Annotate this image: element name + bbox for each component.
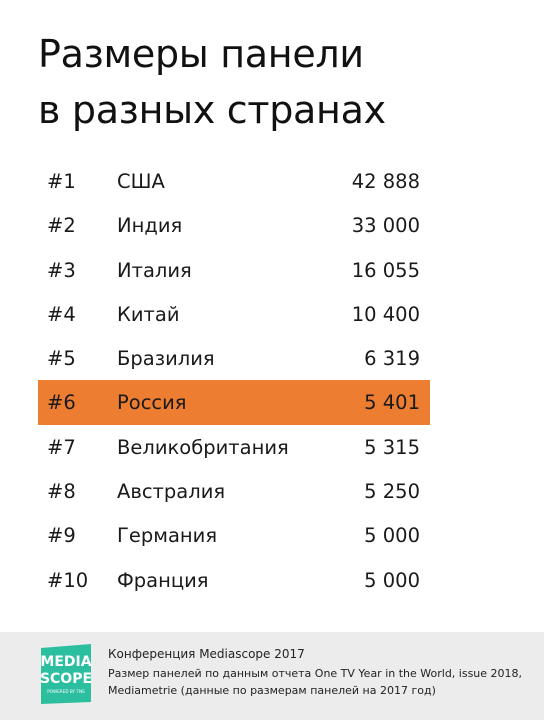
country-cell: Великобритания <box>117 435 289 459</box>
logo-text-bottom: SCOPE <box>40 671 92 687</box>
table-row: #2 Индия 33 000 <box>38 203 430 247</box>
country-cell: Австралия <box>117 480 226 504</box>
panel-size-cell: 33 000 <box>351 214 420 238</box>
rank-cell: #9 <box>47 524 76 548</box>
table-row: #1 США 42 888 <box>38 159 430 203</box>
rank-cell: #4 <box>47 302 76 326</box>
rank-cell: #10 <box>47 568 89 592</box>
panel-size-cell: 5 000 <box>364 568 420 592</box>
panel-size-cell: 5 315 <box>364 435 420 459</box>
logo-tagline: POWERED BY TNS <box>47 689 85 694</box>
footer: MEDIA SCOPE POWERED BY TNS Конференция M… <box>0 632 544 720</box>
page-title: Размеры панели в разных странах <box>38 26 518 138</box>
country-cell: США <box>117 170 165 193</box>
mediascope-logo-icon: MEDIA SCOPE POWERED BY TNS <box>40 644 92 704</box>
rank-cell: #3 <box>47 258 76 282</box>
country-ranking-table: #1 США 42 888 #2 Индия 33 000 #3 Италия … <box>38 159 430 602</box>
table-row: #7 Великобритания 5 315 <box>38 425 430 469</box>
rank-cell: #8 <box>47 480 76 504</box>
panel-size-cell: 5 000 <box>364 524 420 548</box>
country-cell: Франция <box>117 568 209 592</box>
panel-size-cell: 6 319 <box>364 347 420 371</box>
panel-size-cell: 10 400 <box>351 302 420 326</box>
rank-cell: #7 <box>47 435 76 459</box>
country-cell: Германия <box>117 524 218 548</box>
title-line-1: Размеры панели <box>38 32 364 76</box>
panel-size-cell: 5 250 <box>364 480 420 504</box>
rank-cell: #1 <box>47 170 76 193</box>
table-row-highlighted: #6 Россия 5 401 <box>38 380 430 425</box>
country-cell: Индия <box>117 214 183 238</box>
table-row: #8 Австралия 5 250 <box>38 469 430 513</box>
country-cell: Россия <box>117 391 187 415</box>
table-row: #5 Бразилия 6 319 <box>38 336 430 380</box>
table-row: #10 Франция 5 000 <box>38 558 430 602</box>
footer-source-line-2: Mediametrie (данные по размерам панелей … <box>108 684 436 697</box>
panel-size-cell: 42 888 <box>351 170 420 193</box>
rank-cell: #5 <box>47 347 76 371</box>
footer-source-line-1: Размер панелей по данным отчета One TV Y… <box>108 667 523 680</box>
table-row: #9 Германия 5 000 <box>38 513 430 557</box>
rank-cell: #6 <box>47 391 76 415</box>
panel-size-cell: 5 401 <box>364 391 420 415</box>
rank-cell: #2 <box>47 214 76 238</box>
table-row: #4 Китай 10 400 <box>38 292 430 336</box>
country-cell: Италия <box>117 258 192 282</box>
logo-text-top: MEDIA <box>40 654 91 670</box>
country-cell: Бразилия <box>117 347 215 371</box>
country-cell: Китай <box>117 302 180 326</box>
title-line-2: в разных странах <box>38 88 386 132</box>
footer-conference: Конференция Mediascope 2017 <box>108 647 305 661</box>
panel-size-cell: 16 055 <box>351 258 420 282</box>
table-row: #3 Италия 16 055 <box>38 248 430 292</box>
